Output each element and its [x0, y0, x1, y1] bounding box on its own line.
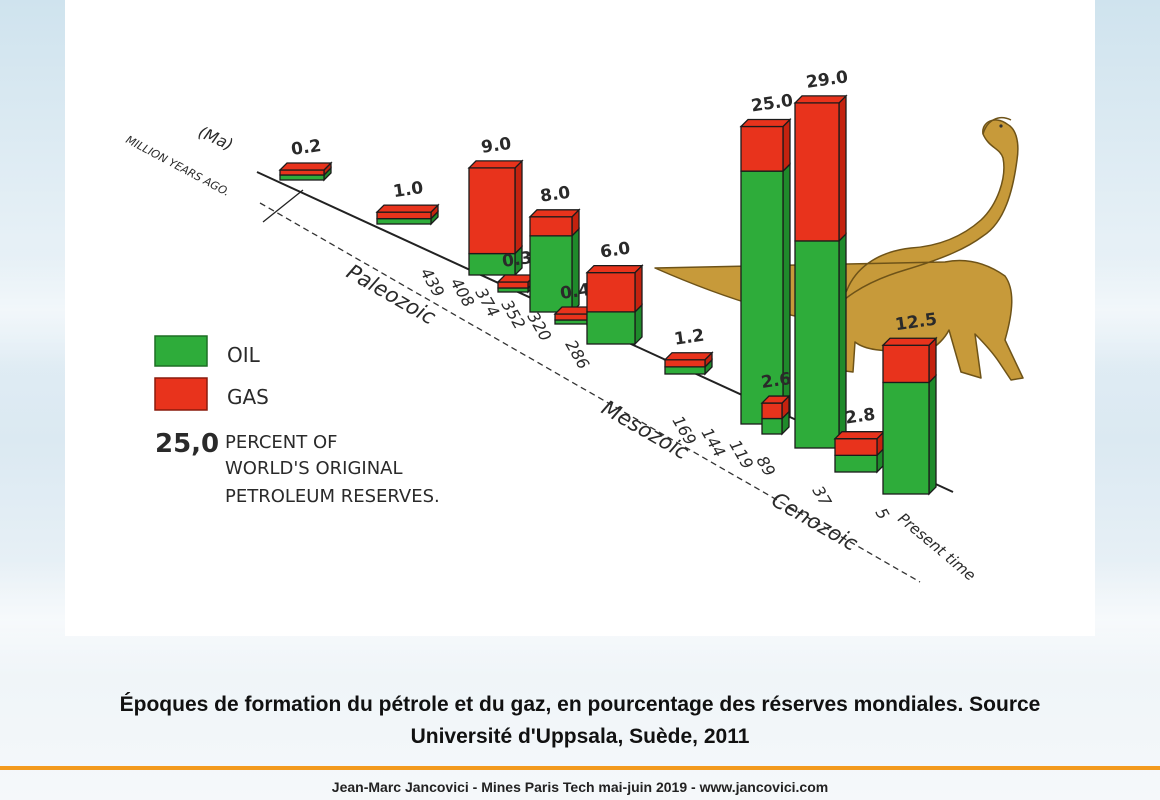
bar-value-label: 2.6 [760, 369, 793, 393]
bar-1.2: 1.2 [663, 326, 714, 376]
tick-label: 352 [498, 297, 530, 333]
tick-label: 89 [753, 453, 780, 480]
caption-line-2: Université d'Uppsala, Suède, 2011 [410, 725, 750, 748]
bar-top-face [881, 337, 938, 346]
axis-origin-tick [262, 189, 304, 223]
legend-value-desc-3: PETROLEUM RESERVES. [225, 486, 440, 507]
bar-top-face [833, 431, 886, 440]
bar-oil-side [928, 373, 937, 496]
bar-value-label: 1.0 [392, 178, 425, 202]
bar-value-label: 1.2 [673, 326, 706, 350]
tick-label: 320 [524, 309, 556, 345]
bar-oil-segment [529, 235, 573, 313]
bar-value-label: 25.0 [750, 91, 794, 117]
bar-gas-segment [497, 281, 529, 289]
axis-unit: (Ma) [195, 122, 236, 154]
bar-2.6: 2.6 [760, 369, 793, 436]
bar-gas-segment [794, 102, 840, 242]
bar-value-label: 0.3 [501, 248, 534, 272]
bar-oil-segment [882, 381, 930, 495]
legend-gas-swatch [154, 377, 208, 411]
figure-panel: (Ma) MILLION YEARS AGO. Paleozoic Mesozo… [65, 0, 1095, 636]
legend-oil-label: OIL [227, 343, 261, 367]
bar-gas-segment [376, 211, 432, 220]
bar-oil-segment [279, 174, 325, 181]
bar-gas-side [514, 159, 523, 256]
bar-top-face [793, 95, 848, 104]
bar-oil-segment [794, 240, 840, 449]
bar-value-label: 8.0 [539, 183, 572, 207]
bar-0.2: 0.2 [278, 136, 333, 182]
legend-gas-label: GAS [227, 385, 269, 409]
legend-value-sample: 25,0 [155, 429, 219, 459]
bar-value-label: 0.2 [290, 136, 323, 160]
bar-oil-segment [761, 417, 783, 435]
bar-value-label: 29.0 [805, 67, 849, 93]
present-time-label: Present time [894, 509, 979, 584]
bar-top-face [278, 162, 333, 171]
reserves-chart: (Ma) MILLION YEARS AGO. Paleozoic Mesozo… [124, 67, 1024, 584]
bar-gas-segment [529, 216, 573, 237]
caption-line-1: Époques de formation du pétrole et du ga… [119, 693, 1041, 716]
bar-oil-segment [376, 217, 432, 225]
bar-top-face [663, 352, 714, 361]
bar-gas-segment [834, 438, 878, 456]
bar-top-face [528, 209, 581, 218]
bar-gas-segment [554, 313, 588, 321]
bar-gas-segment [468, 167, 516, 255]
legend-value-desc-1: PERCENT OF [225, 432, 337, 453]
bar-value-label: 9.0 [480, 134, 513, 158]
tick-label: 119 [726, 437, 758, 473]
tick-label: 144 [698, 425, 730, 461]
bar-gas-segment [740, 125, 784, 172]
bar-12.5: 12.5 [881, 310, 938, 496]
bar-1.0: 1.0 [375, 178, 440, 226]
bar-value-label: 2.8 [844, 405, 877, 429]
bar-6.0: 6.0 [585, 239, 644, 346]
bar-oil-segment [834, 454, 878, 473]
bar-oil-segment [740, 170, 784, 425]
bar-value-label: 0.4 [559, 280, 592, 304]
bar-9.0: 9.0 [467, 134, 524, 277]
dinosaur-illustration [654, 116, 1024, 381]
bar-gas-segment [882, 344, 930, 384]
legend: OIL GAS 25,0 PERCENT OF WORLD'S ORIGINAL… [154, 335, 440, 507]
bar-gas-segment [761, 402, 783, 420]
bar-top-face [375, 204, 440, 213]
bar-gas-segment [664, 359, 706, 368]
bar-top-face [739, 118, 792, 128]
bar-29.0: 29.0 [793, 67, 849, 450]
legend-value-desc-2: WORLD'S ORIGINAL [225, 458, 403, 479]
bar-8.0: 8.0 [528, 183, 581, 314]
bar-2.8: 2.8 [833, 405, 886, 474]
bar-25.0: 25.0 [739, 91, 794, 426]
bar-oil-segment [664, 366, 706, 375]
footer-text: Jean-Marc Jancovici - Mines Paris Tech m… [331, 779, 829, 795]
bar-top-face [760, 395, 791, 404]
bars: 0.2 1.0 9.0 0.3 8.0 0.4 6.0 1.2 25.0 2.6 29.0 2.812… [278, 67, 938, 496]
bar-top-face [467, 160, 524, 169]
footer-rule [0, 766, 1160, 770]
bar-value-label: 6.0 [599, 239, 632, 263]
era-line [259, 202, 921, 583]
bar-gas-segment [279, 169, 325, 176]
bar-gas-side [634, 264, 643, 314]
bar-oil-segment [586, 311, 636, 345]
legend-oil-swatch [154, 335, 208, 367]
bar-top-face [585, 264, 644, 274]
bar-gas-segment [586, 271, 636, 313]
bar-gas-side [838, 94, 847, 243]
tick-label: 5 [872, 505, 894, 523]
bar-gas-side [782, 117, 791, 173]
